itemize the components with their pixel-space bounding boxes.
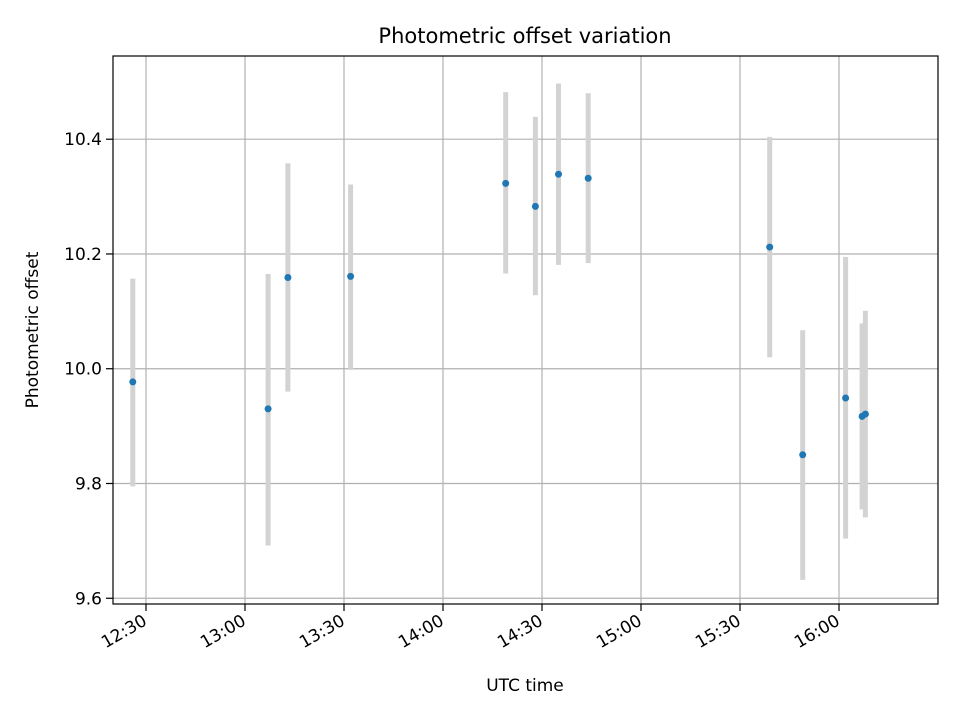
data-point bbox=[584, 174, 592, 182]
y-axis-label: Photometric offset bbox=[23, 251, 43, 408]
x-axis-label: UTC time bbox=[486, 676, 564, 696]
data-point bbox=[799, 451, 807, 459]
data-point bbox=[502, 179, 510, 187]
data-point bbox=[531, 202, 539, 210]
data-point bbox=[766, 243, 774, 251]
data-point bbox=[347, 272, 355, 280]
data-points bbox=[129, 170, 869, 459]
data-point bbox=[284, 273, 292, 281]
chart-title: Photometric offset variation bbox=[378, 24, 671, 48]
y-tick-label: 9.8 bbox=[75, 474, 102, 494]
y-tick-label: 10.0 bbox=[64, 360, 102, 380]
y-axis-ticks: 9.6 9.8 10.0 10.2 10.4 bbox=[64, 130, 113, 609]
data-point bbox=[842, 394, 850, 402]
data-point bbox=[264, 405, 272, 413]
data-point bbox=[555, 170, 562, 178]
y-tick-label: 9.6 bbox=[75, 589, 102, 609]
data-point bbox=[129, 378, 137, 386]
y-tick-label: 10.2 bbox=[64, 245, 102, 265]
plot-frame bbox=[112, 55, 939, 605]
y-tick-label: 10.4 bbox=[64, 130, 102, 150]
data-point bbox=[861, 410, 869, 418]
